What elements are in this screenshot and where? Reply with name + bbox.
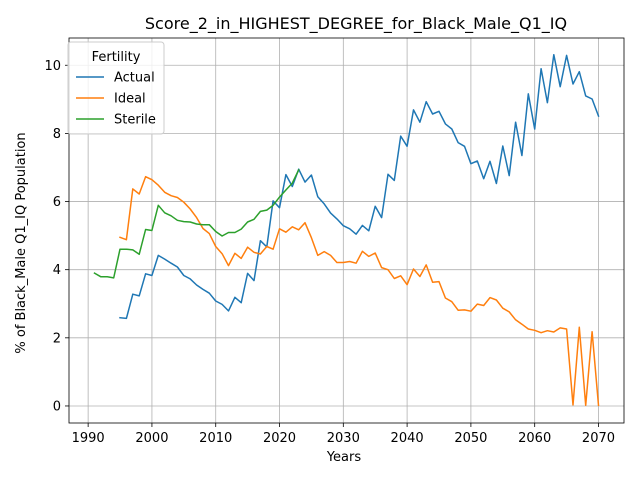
x-axis-label: Years xyxy=(326,450,362,465)
y-tick-label: 8 xyxy=(53,127,61,142)
x-tick-label: 2010 xyxy=(199,431,232,446)
chart-title: Score_2_in_HIGHEST_DEGREE_for_Black_Male… xyxy=(145,14,567,34)
legend-label-ideal: Ideal xyxy=(114,92,146,107)
series-lines xyxy=(93,53,600,407)
x-tick-label: 1990 xyxy=(72,431,105,446)
legend-label-sterile: Sterile xyxy=(114,113,156,128)
axis-ticks: 1990 2000 2010 2020 2030 2040 2050 2060 2070 0 2 4 6… xyxy=(44,59,615,446)
x-tick-label: 2050 xyxy=(454,431,487,446)
y-tick-label: 6 xyxy=(53,195,61,210)
series-line-sterile xyxy=(93,168,300,279)
x-tick-label: 2020 xyxy=(263,431,296,446)
series-line-actual xyxy=(119,53,600,320)
y-tick-label: 10 xyxy=(44,59,61,74)
legend-entries: Actual Ideal Sterile xyxy=(76,71,156,128)
plot-frame xyxy=(68,37,625,424)
x-tick-label: 2060 xyxy=(518,431,551,446)
y-tick-label: 4 xyxy=(53,263,61,278)
y-tick-label: 2 xyxy=(53,331,61,346)
series-line-ideal xyxy=(119,175,600,407)
x-tick-label: 2030 xyxy=(327,431,360,446)
legend-label-actual: Actual xyxy=(114,71,155,86)
x-tick-label: 2070 xyxy=(582,431,615,446)
y-tick-label: 0 xyxy=(53,399,61,414)
y-axis-label: % of Black_Male Q1_IQ Population xyxy=(14,132,29,353)
legend: Fertility Actual Ideal Sterile xyxy=(67,41,165,135)
grid xyxy=(69,38,624,423)
x-tick-label: 2000 xyxy=(135,431,168,446)
legend-title: Fertility xyxy=(92,50,141,65)
legend-box xyxy=(67,41,165,135)
x-tick-label: 2040 xyxy=(391,431,424,446)
